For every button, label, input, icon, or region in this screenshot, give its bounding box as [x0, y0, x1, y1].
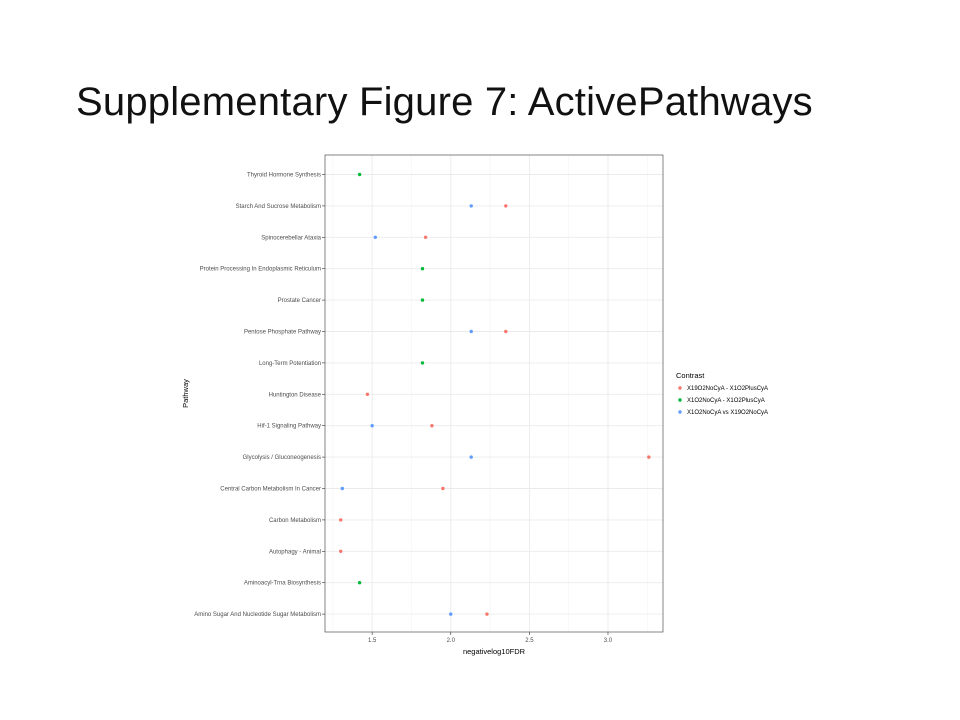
plot-panel — [325, 155, 663, 632]
data-point — [504, 329, 508, 334]
y-tick-label: Long-Term Potentiation — [259, 361, 321, 367]
x-tick-label: 1.5 — [368, 638, 377, 644]
legend-label: X1O2NoCyA vs X19O2NoCyA — [687, 410, 768, 416]
data-point — [339, 518, 343, 522]
data-point — [370, 424, 374, 428]
data-point — [647, 455, 651, 459]
data-point — [504, 204, 508, 208]
slide-title: Supplementary Figure 7: ActivePathways — [76, 80, 813, 124]
x-tick-label: 2.5 — [525, 638, 534, 644]
y-tick-label: Amino Sugar And Nucleotide Sugar Metabol… — [194, 612, 321, 618]
legend-key — [678, 386, 682, 390]
data-point — [441, 486, 445, 491]
legend-label: X19O2NoCyA - X1O2PlusCyA — [687, 386, 768, 392]
legend-title: Contrast — [676, 371, 705, 380]
y-tick-label: Pentose Phosphate Pathway — [244, 330, 321, 336]
data-point — [365, 392, 370, 396]
y-tick-label: Hif-1 Signaling Pathway — [257, 424, 321, 430]
x-tick-label: 2.0 — [447, 638, 456, 644]
data-point — [420, 267, 425, 271]
y-tick-label: Starch And Sucrose Metabolism — [236, 204, 321, 210]
y-tick-label: Thyroid Hormone Synthesis — [247, 173, 321, 179]
data-point — [449, 612, 453, 616]
y-tick-label: Prostate Cancer — [278, 298, 321, 304]
data-point — [357, 172, 362, 177]
y-tick-label: Aminoacyl-Trna Biosynthesis — [244, 581, 321, 587]
y-axis-title: Pathway — [181, 379, 190, 408]
data-point — [373, 235, 378, 239]
legend-key — [678, 398, 682, 402]
data-point — [469, 455, 473, 459]
data-point — [420, 361, 425, 365]
y-tick-label: Huntington Disease — [269, 392, 322, 398]
y-tick-label: Autophagy - Animal — [269, 549, 321, 555]
legend-label: X1O2NoCyA - X1O2PlusCyA — [687, 398, 765, 404]
data-point — [430, 424, 434, 428]
y-tick-label: Spinocerebellar Ataxia — [261, 235, 321, 241]
data-point — [469, 329, 473, 334]
data-point — [340, 486, 344, 491]
y-tick-label: Carbon Metabolism — [269, 518, 321, 524]
y-tick-label: Central Carbon Metabolism In Cancer — [220, 487, 321, 493]
data-point — [485, 612, 489, 616]
x-tick-label: 3.0 — [604, 638, 613, 644]
y-tick-label: Protein Processing In Endoplasmic Reticu… — [200, 267, 321, 273]
data-point — [469, 204, 473, 208]
legend-key — [678, 410, 682, 414]
data-point — [420, 298, 425, 302]
data-point — [423, 235, 428, 239]
y-tick-label: Glycolysis / Gluconeogenesis — [243, 455, 321, 461]
data-point — [339, 549, 343, 553]
plot-border — [324, 154, 664, 633]
data-point — [357, 581, 362, 585]
x-axis-title: negativelog10FDR — [463, 647, 526, 656]
